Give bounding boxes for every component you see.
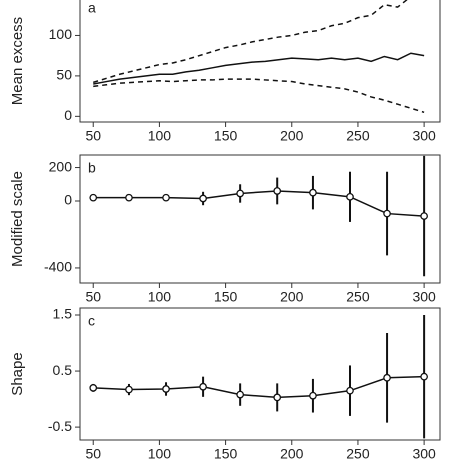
point	[125, 385, 133, 394]
x-tick-label: 300	[412, 446, 436, 462]
y-tick-label: 1.5	[53, 306, 73, 322]
x-tick-label: 50	[85, 446, 101, 462]
point	[346, 192, 354, 201]
y-tick-label: -400	[44, 259, 72, 275]
x-tick-label: 300	[412, 289, 436, 305]
point	[236, 390, 244, 399]
y-tick-label: 0	[64, 192, 72, 208]
y-tick-label: 200	[49, 158, 73, 174]
y-tick-label: 50	[56, 67, 72, 83]
connecting-line	[93, 375, 425, 399]
point	[309, 188, 317, 197]
panel-letter: c	[88, 313, 95, 329]
point	[383, 373, 391, 382]
x-tick-label: 200	[280, 128, 304, 144]
line-series	[93, 0, 408, 84]
plot-frame	[79, 307, 441, 441]
point	[236, 189, 244, 198]
x-tick-label: 200	[280, 446, 304, 462]
y-tick-label: -0.5	[48, 418, 72, 434]
point	[273, 393, 282, 402]
line-series	[93, 52, 425, 85]
point	[199, 382, 207, 391]
point	[89, 384, 98, 392]
y-tick-label: 0	[64, 107, 72, 123]
point	[420, 372, 428, 381]
point	[309, 391, 317, 400]
point	[162, 385, 170, 393]
y-tick-label: 100	[49, 26, 73, 42]
plot-frame	[79, 154, 441, 284]
x-tick-label: 100	[148, 289, 172, 305]
y-axis-label: Shape	[9, 352, 26, 395]
y-tick-label: 0.5	[53, 362, 73, 378]
plot-frame	[79, 0, 441, 123]
x-tick-label: 50	[85, 128, 101, 144]
x-tick-label: 100	[148, 128, 172, 144]
y-axis-label: Mean excess	[9, 17, 26, 105]
point	[89, 193, 98, 202]
panel-letter: b	[88, 160, 96, 176]
x-tick-label: 300	[412, 128, 436, 144]
x-tick-label: 250	[346, 446, 370, 462]
x-tick-label: 150	[214, 128, 238, 144]
point	[162, 193, 170, 202]
point	[125, 193, 133, 202]
point	[346, 386, 354, 395]
x-tick-label: 200	[280, 289, 304, 305]
x-tick-label: 150	[214, 289, 238, 305]
connecting-line	[93, 190, 425, 217]
x-tick-label: 100	[148, 446, 172, 462]
point	[199, 194, 207, 203]
line-series	[93, 78, 425, 114]
x-tick-label: 250	[346, 289, 370, 305]
point	[383, 209, 391, 218]
x-tick-label: 150	[214, 446, 238, 462]
point	[273, 187, 282, 195]
panel-letter: a	[88, 0, 96, 16]
x-tick-label: 250	[346, 128, 370, 144]
point	[420, 212, 428, 220]
y-axis-label: Modified scale	[9, 171, 26, 267]
x-tick-label: 50	[85, 289, 101, 305]
